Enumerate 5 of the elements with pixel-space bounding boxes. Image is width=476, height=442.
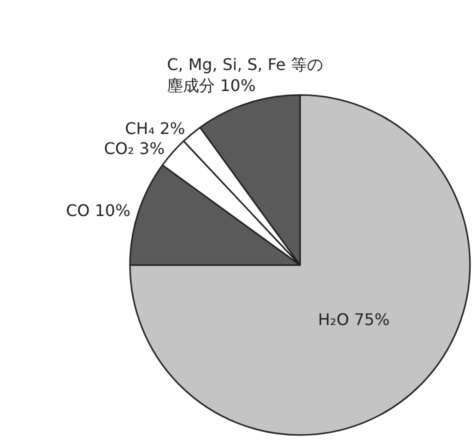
slice-label: C, Mg, Si, S, Fe 等の塵成分 10% [167, 55, 323, 95]
slice-label: CO₂ 3% [104, 139, 165, 158]
slice-label: CO 10% [66, 201, 130, 220]
slice-label: CH₄ 2% [125, 119, 186, 138]
slice-label: H₂O 75% [318, 310, 390, 329]
